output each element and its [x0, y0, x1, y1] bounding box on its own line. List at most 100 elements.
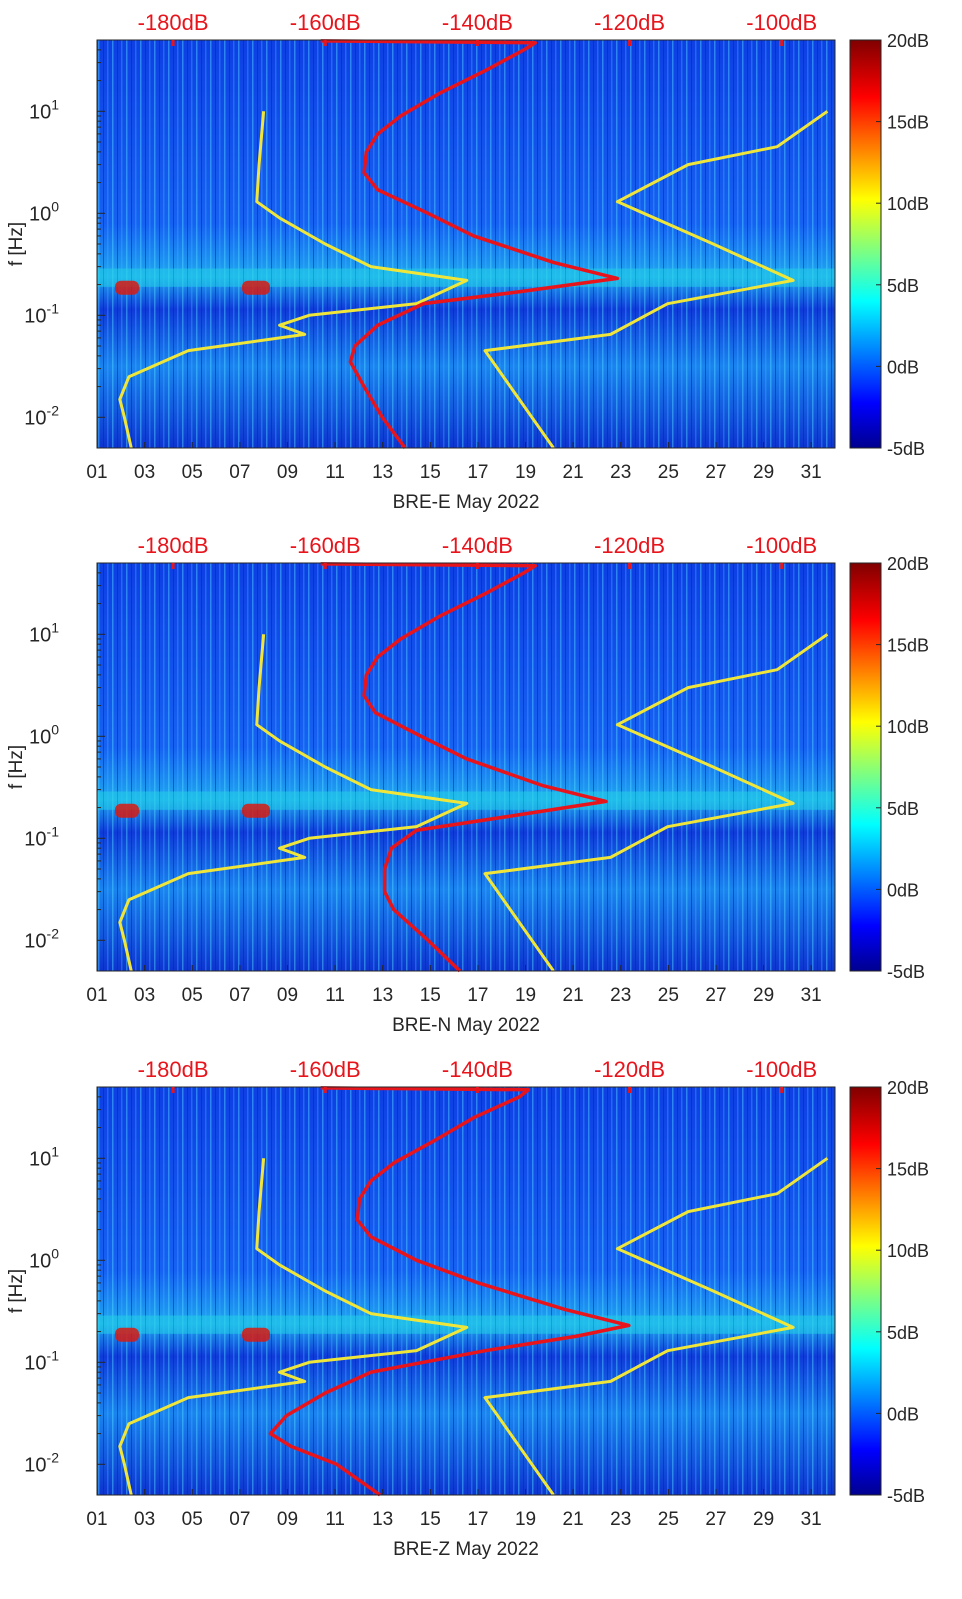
x-tick-label: 19 — [515, 1509, 536, 1530]
series-line-high-noise-model — [483, 633, 829, 972]
x-axis-title: BRE-E May 2022 — [393, 492, 540, 513]
top-axis-label: -120dB — [594, 1057, 665, 1082]
y-tick-base: 10 — [24, 1352, 46, 1374]
top-axis-label: -100dB — [746, 1057, 817, 1082]
x-tick-label: 25 — [658, 1509, 679, 1530]
y-axis-title: f [Hz] — [6, 1269, 27, 1313]
series-line-low-noise-model — [118, 111, 469, 449]
x-tick-label: 21 — [563, 985, 584, 1006]
spectrogram-band — [97, 268, 835, 287]
y-tick-label: 101 — [29, 1143, 59, 1170]
x-tick-label: 31 — [801, 1509, 822, 1530]
series-line-station-PSD — [268, 1086, 631, 1497]
y-tick-base: 10 — [24, 828, 46, 850]
x-tick-label: 25 — [658, 462, 679, 483]
y-tick-base: 10 — [29, 1250, 51, 1272]
x-tick-label: 25 — [658, 985, 679, 1006]
colorbar-tick-label: 20dB — [887, 554, 929, 574]
y-tick-exponent: 1 — [51, 619, 59, 635]
spectrogram-band — [97, 1315, 835, 1334]
series-line-low-noise-model — [118, 1158, 469, 1496]
y-tick-exponent: 1 — [51, 96, 59, 112]
y-tick-exponent: 0 — [51, 198, 59, 214]
x-tick-label: 07 — [229, 462, 250, 483]
spectrogram-hotspot — [242, 1327, 270, 1342]
series-line-low-noise-model — [118, 634, 469, 972]
colorbar-tick-label: 0dB — [887, 1404, 919, 1424]
x-tick-label: 23 — [610, 985, 631, 1006]
y-tick-label: 10-2 — [24, 925, 59, 952]
y-tick-label: 100 — [29, 1245, 59, 1272]
colorbar-tick-label: 5dB — [887, 799, 919, 819]
colorbar-tick-label: 10dB — [887, 194, 929, 214]
colorbar-tick-label: -5dB — [887, 439, 925, 459]
x-tick-label: 31 — [801, 462, 822, 483]
y-tick-exponent: 0 — [51, 721, 59, 737]
x-tick-label: 23 — [610, 462, 631, 483]
y-axis-title: f [Hz] — [6, 222, 27, 266]
x-tick-label: 03 — [134, 985, 155, 1006]
top-axis-label: -160dB — [290, 533, 361, 558]
y-tick-label: 100 — [29, 198, 59, 225]
y-tick-label: 10-1 — [24, 1347, 59, 1374]
series-line-station-PSD — [320, 39, 620, 450]
spectrogram-hotspot — [242, 803, 270, 818]
y-tick-label: 10-2 — [24, 1449, 59, 1476]
x-tick-label: 09 — [277, 462, 298, 483]
colorbar-tick-label: 20dB — [887, 1078, 929, 1098]
y-tick-exponent: 1 — [51, 1143, 59, 1159]
x-tick-label: 01 — [86, 462, 107, 483]
y-tick-base: 10 — [29, 1148, 51, 1170]
colorbar-tick-label: -5dB — [887, 962, 925, 982]
y-tick-base: 10 — [24, 1454, 46, 1476]
x-tick-label: 09 — [277, 1509, 298, 1530]
y-tick-base: 10 — [29, 624, 51, 646]
x-tick-label: 03 — [134, 1509, 155, 1530]
colorbar-tick-label: 15dB — [887, 636, 929, 656]
x-tick-label: 29 — [753, 985, 774, 1006]
colorbar-tick-label: 5dB — [887, 1323, 919, 1343]
spectrogram-hotspot — [115, 803, 139, 818]
colorbar-tick-label: 5dB — [887, 276, 919, 296]
x-tick-label: 27 — [705, 462, 726, 483]
series-line-station-PSD — [320, 562, 608, 973]
top-axis-label: -180dB — [138, 533, 209, 558]
x-tick-label: 15 — [420, 1509, 441, 1530]
top-axis-label: -100dB — [746, 10, 817, 35]
colorbar-tick-label: 0dB — [887, 880, 919, 900]
x-tick-label: 13 — [372, 462, 393, 483]
x-tick-label: 17 — [467, 985, 488, 1006]
x-tick-label: 29 — [753, 462, 774, 483]
x-tick-label: 05 — [182, 462, 203, 483]
x-tick-label: 13 — [372, 985, 393, 1006]
colorbar-tick-label: -5dB — [887, 1486, 925, 1506]
y-tick-exponent: -1 — [47, 300, 60, 316]
colorbar — [849, 562, 882, 972]
top-axis-label: -180dB — [138, 1057, 209, 1082]
x-tick-label: 03 — [134, 462, 155, 483]
x-tick-label: 19 — [515, 462, 536, 483]
top-axis-label: -160dB — [290, 1057, 361, 1082]
y-tick-label: 10-1 — [24, 300, 59, 327]
series-line-high-noise-model — [483, 1157, 829, 1496]
colorbar — [849, 1086, 882, 1496]
y-tick-exponent: -1 — [47, 823, 60, 839]
y-tick-base: 10 — [24, 930, 46, 952]
y-tick-base: 10 — [24, 407, 46, 429]
y-tick-base: 10 — [29, 101, 51, 123]
top-axis-label: -140dB — [442, 533, 513, 558]
x-tick-label: 21 — [563, 1509, 584, 1530]
x-tick-label: 05 — [182, 985, 203, 1006]
colorbar-tick-label: 0dB — [887, 357, 919, 377]
x-tick-label: 11 — [325, 985, 345, 1006]
top-axis-label: -120dB — [594, 10, 665, 35]
spectrogram-texture — [97, 1087, 835, 1495]
y-tick-label: 101 — [29, 619, 59, 646]
spectrogram-texture — [97, 40, 835, 448]
y-axis-title: f [Hz] — [6, 745, 27, 789]
x-tick-label: 13 — [372, 1509, 393, 1530]
x-tick-label: 15 — [420, 462, 441, 483]
y-tick-base: 10 — [29, 726, 51, 748]
colorbar-tick-label: 10dB — [887, 717, 929, 737]
